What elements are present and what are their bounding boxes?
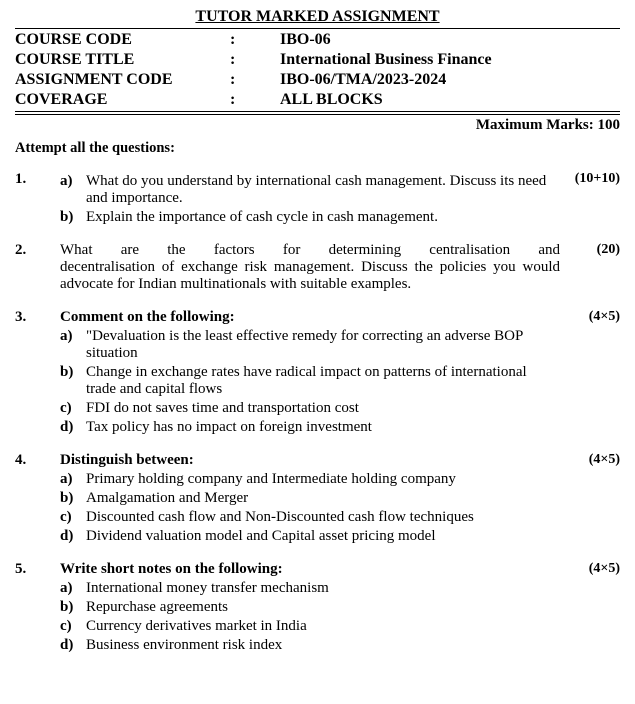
question-4: 4. Distinguish between: a) Primary holdi… (15, 452, 620, 545)
sub-label: b) (60, 599, 86, 616)
sub-label: a) (60, 328, 86, 362)
question-heading: Distinguish between: (60, 452, 560, 469)
sub-b: b) Amalgamation and Merger (60, 490, 560, 507)
question-body: What are the factors for determining cen… (60, 242, 560, 293)
sub-a: a) Primary holding company and Intermedi… (60, 471, 560, 488)
info-label: COURSE TITLE (15, 50, 230, 70)
sub-text: Amalgamation and Merger (86, 490, 560, 507)
sub-b: b) Change in exchange rates have radical… (60, 364, 560, 398)
info-label: ASSIGNMENT CODE (15, 70, 230, 90)
sub-label: d) (60, 419, 86, 436)
info-value: International Business Finance (280, 50, 620, 70)
sub-text: FDI do not saves time and transportation… (86, 400, 560, 417)
info-label: COVERAGE (15, 90, 230, 110)
sub-a: a) What do you understand by internation… (60, 173, 560, 207)
question-body: Comment on the following: a) "Devaluatio… (60, 309, 560, 436)
sub-c: c) Discounted cash flow and Non-Discount… (60, 509, 560, 526)
question-heading: Comment on the following: (60, 309, 560, 326)
course-info-block: COURSE CODE : IBO-06 COURSE TITLE : Inte… (15, 28, 620, 112)
sub-text: What do you understand by international … (86, 173, 560, 207)
info-colon: : (230, 50, 280, 70)
info-row-assignment: ASSIGNMENT CODE : IBO-06/TMA/2023-2024 (15, 70, 620, 90)
question-text-line: What are the factors for determining cen… (60, 242, 560, 259)
sub-label: a) (60, 580, 86, 597)
info-row-title: COURSE TITLE : International Business Fi… (15, 50, 620, 70)
sub-label: c) (60, 618, 86, 635)
sub-text: Tax policy has no impact on foreign inve… (86, 419, 560, 436)
sub-text: Discounted cash flow and Non-Discounted … (86, 509, 560, 526)
sub-label: b) (60, 209, 86, 226)
question-body: a) What do you understand by internation… (60, 171, 560, 226)
question-2: 2. What are the factors for determining … (15, 242, 620, 293)
sub-d: d) Business environment risk index (60, 637, 560, 654)
info-label: COURSE CODE (15, 30, 230, 50)
question-1: 1. a) What do you understand by internat… (15, 171, 620, 226)
info-value: IBO-06 (280, 30, 620, 50)
sub-label: c) (60, 509, 86, 526)
sub-text: Explain the importance of cash cycle in … (86, 209, 560, 226)
document-title: TUTOR MARKED ASSIGNMENT (15, 8, 620, 26)
sub-text: Business environment risk index (86, 637, 560, 654)
sub-c: c) Currency derivatives market in India (60, 618, 560, 635)
question-number: 2. (15, 242, 60, 293)
sub-b: b) Explain the importance of cash cycle … (60, 209, 560, 226)
sub-text: Change in exchange rates have radical im… (86, 364, 560, 398)
divider (15, 114, 620, 115)
question-5: 5. Write short notes on the following: a… (15, 561, 620, 654)
info-value: ALL BLOCKS (280, 90, 620, 110)
question-number: 5. (15, 561, 60, 654)
sub-d: d) Dividend valuation model and Capital … (60, 528, 560, 545)
question-number: 4. (15, 452, 60, 545)
max-marks: Maximum Marks: 100 (15, 117, 620, 134)
question-marks: (4×5) (560, 561, 620, 654)
question-heading: Write short notes on the following: (60, 561, 560, 578)
question-3: 3. Comment on the following: a) "Devalua… (15, 309, 620, 436)
question-number: 1. (15, 171, 60, 226)
sub-label: d) (60, 528, 86, 545)
question-number: 3. (15, 309, 60, 436)
question-marks: (4×5) (560, 309, 620, 436)
sub-label: a) (60, 173, 86, 207)
sub-c: c) FDI do not saves time and transportat… (60, 400, 560, 417)
sub-d: d) Tax policy has no impact on foreign i… (60, 419, 560, 436)
sub-label: b) (60, 364, 86, 398)
sub-text: Currency derivatives market in India (86, 618, 560, 635)
sub-label: d) (60, 637, 86, 654)
info-colon: : (230, 70, 280, 90)
sub-text: "Devaluation is the least effective reme… (86, 328, 560, 362)
info-colon: : (230, 30, 280, 50)
sub-text: International money transfer mechanism (86, 580, 560, 597)
sub-label: b) (60, 490, 86, 507)
sub-text: Dividend valuation model and Capital ass… (86, 528, 560, 545)
info-value: IBO-06/TMA/2023-2024 (280, 70, 620, 90)
sub-label: c) (60, 400, 86, 417)
info-row-coverage: COVERAGE : ALL BLOCKS (15, 90, 620, 110)
sub-text: Repurchase agreements (86, 599, 560, 616)
question-marks: (10+10) (560, 171, 620, 226)
sub-a: a) "Devaluation is the least effective r… (60, 328, 560, 362)
question-text-line: decentralisation of exchange risk manage… (60, 259, 560, 293)
question-body: Write short notes on the following: a) I… (60, 561, 560, 654)
question-body: Distinguish between: a) Primary holding … (60, 452, 560, 545)
info-colon: : (230, 90, 280, 110)
question-marks: (4×5) (560, 452, 620, 545)
sub-a: a) International money transfer mechanis… (60, 580, 560, 597)
sub-text: Primary holding company and Intermediate… (86, 471, 560, 488)
info-row-code: COURSE CODE : IBO-06 (15, 30, 620, 50)
sub-b: b) Repurchase agreements (60, 599, 560, 616)
sub-label: a) (60, 471, 86, 488)
attempt-instruction: Attempt all the questions: (15, 140, 620, 157)
question-marks: (20) (560, 242, 620, 293)
